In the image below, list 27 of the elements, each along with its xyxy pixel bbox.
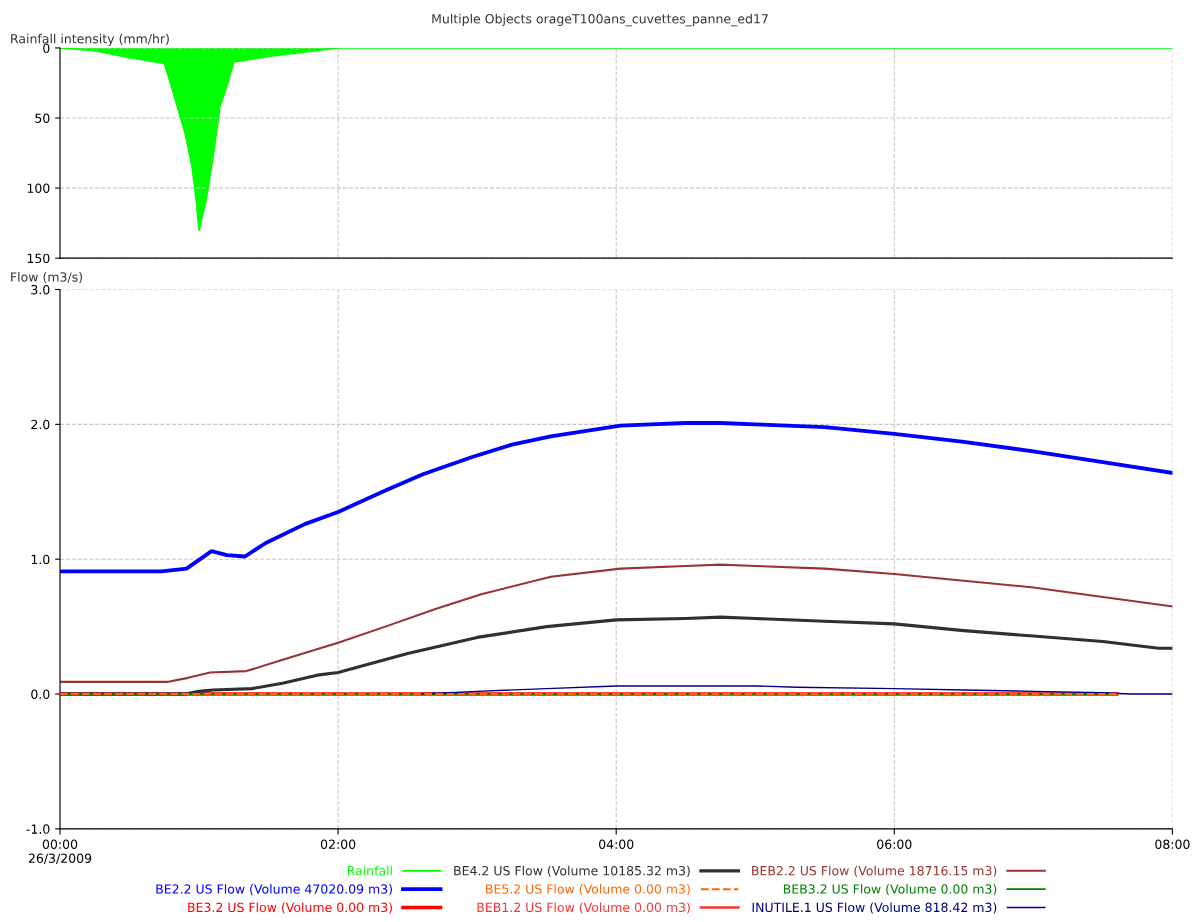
y-tick-label: -1.0 (26, 824, 50, 834)
legend-label: BE4.2 US Flow (Volume 10185.32 m3) (454, 865, 690, 877)
x-tick-label: 02:00 (320, 839, 356, 849)
legend-label: BEB1.2 US Flow (Volume 0.00 m3) (477, 902, 690, 914)
y-tick-label: 0.0 (31, 689, 50, 699)
y-tick-label: 1.0 (31, 554, 50, 565)
y-tick-label: 100 (27, 183, 50, 194)
line-series (60, 563, 1173, 683)
legend-label: INUTILE.1 US Flow (Volume 818.42 m3) (752, 902, 997, 914)
x-tick-label: 04:00 (599, 839, 634, 849)
legend-label: BE2.2 US Flow (Volume 47020.09 m3) (156, 884, 392, 896)
legend-label: Rainfall (347, 865, 392, 876)
legend-label: BE3.2 US Flow (Volume 0.00 m3) (188, 902, 392, 914)
x-tick-label: 06:00 (877, 839, 912, 849)
y-tick-label: 150 (27, 253, 50, 264)
y-tick-label: 3.0 (31, 284, 50, 295)
y-tick-label: 50 (35, 113, 50, 123)
line-series (60, 421, 1173, 574)
legend-label: BEB3.2 US Flow (Volume 0.00 m3) (783, 884, 997, 896)
y-axis-title: Flow (m3/s) (11, 272, 82, 284)
x-tick-label: 08:00 (1155, 839, 1190, 849)
legend-label: BEB2.2 US Flow (Volume 18716.15 m3) (752, 865, 997, 877)
legend-label: BE5.2 US Flow (Volume 0.00 m3) (486, 884, 690, 896)
y-tick-label: 0 (43, 43, 50, 53)
chart-title: Multiple Objects orageT100ans_cuvettes_panne_ed17 (432, 13, 768, 27)
x-tick-label: 00:00 26/3/2009 (28, 839, 92, 864)
y-tick-label: 2.0 (31, 419, 50, 430)
